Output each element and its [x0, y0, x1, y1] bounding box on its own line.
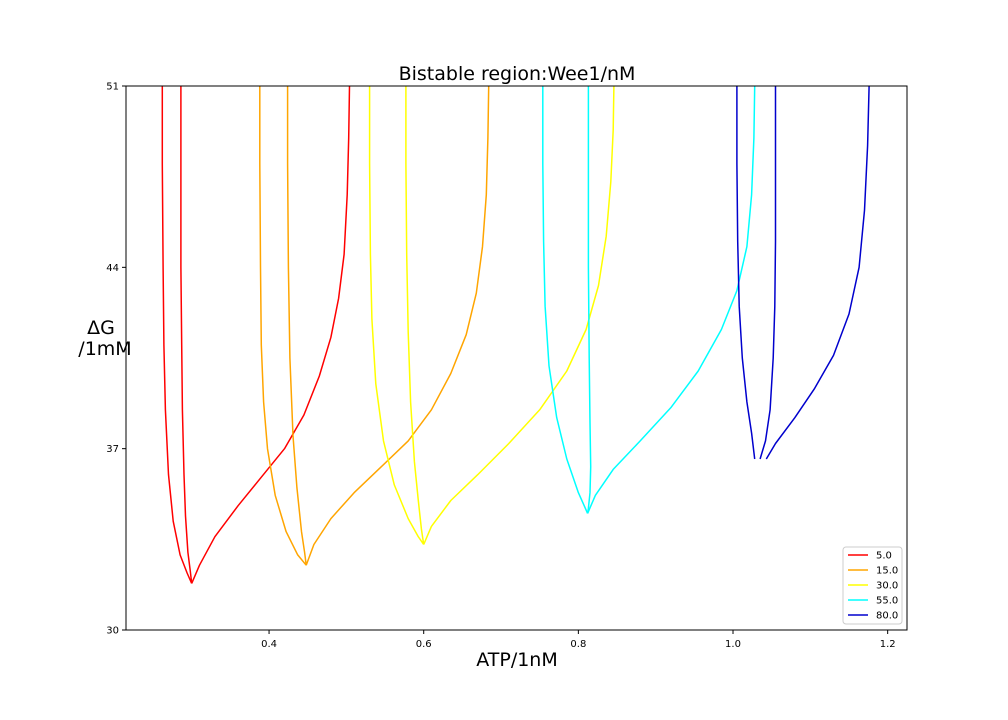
- series-line-80-0-seg-2: [765, 85, 870, 460]
- legend-label-55-0: 55.0: [876, 596, 898, 607]
- series-line-30-0-seg-0: [368, 86, 425, 545]
- series-line-80-0-seg-1: [759, 86, 777, 460]
- legend: 5.0 15.0 30.0 55.0 80.0: [842, 546, 903, 625]
- series-line-15-0-seg-0: [259, 86, 307, 566]
- y-tick-label: 30: [106, 626, 119, 637]
- x-tick-label: 0.6: [416, 639, 432, 650]
- legend-label-80-0: 80.0: [876, 611, 898, 622]
- y-tick-label: 44: [106, 263, 119, 274]
- y-tick-label: 51: [106, 82, 119, 93]
- series-line-55-0-seg-0: [542, 86, 589, 514]
- plot-frame: [125, 85, 908, 631]
- series-line-80-0-seg-0: [736, 86, 756, 460]
- x-tick-label: 1.2: [880, 639, 896, 650]
- legend-label-15-0: 15.0: [876, 566, 898, 577]
- y-tick-label: 37: [106, 444, 119, 455]
- x-tick-label: 0.4: [261, 639, 277, 650]
- series-line-15-0-seg-2: [305, 85, 490, 566]
- series-line-30-0-seg-1: [405, 86, 425, 545]
- series-line-15-0-seg-1: [286, 86, 307, 566]
- x-tick-label: 0.8: [570, 639, 586, 650]
- y-axis-label-line1: ΔG: [87, 317, 115, 339]
- x-ticks: 0.4 0.6 0.8 1.0 1.2: [261, 630, 896, 650]
- plot-lines: [161, 85, 870, 584]
- y-ticks: 30 37 44 51: [106, 82, 126, 637]
- series-line-55-0-seg-2: [586, 85, 756, 514]
- x-tick-label: 1.0: [725, 639, 741, 650]
- series-line-5-0-seg-2: [191, 85, 351, 584]
- series-line-5-0-seg-0: [161, 86, 193, 584]
- chart-title: Bistable region:Wee1/nM: [399, 63, 636, 85]
- legend-label-5-0: 5.0: [876, 551, 892, 562]
- series-line-30-0-seg-2: [423, 85, 615, 545]
- series-line-5-0-seg-1: [180, 86, 193, 584]
- legend-label-30-0: 30.0: [876, 581, 898, 592]
- series-line-55-0-seg-1: [586, 86, 592, 514]
- legend-box: [842, 546, 903, 625]
- y-axis-label-line2: /1mM: [78, 338, 131, 360]
- x-axis-label: ATP/1nM: [476, 649, 558, 671]
